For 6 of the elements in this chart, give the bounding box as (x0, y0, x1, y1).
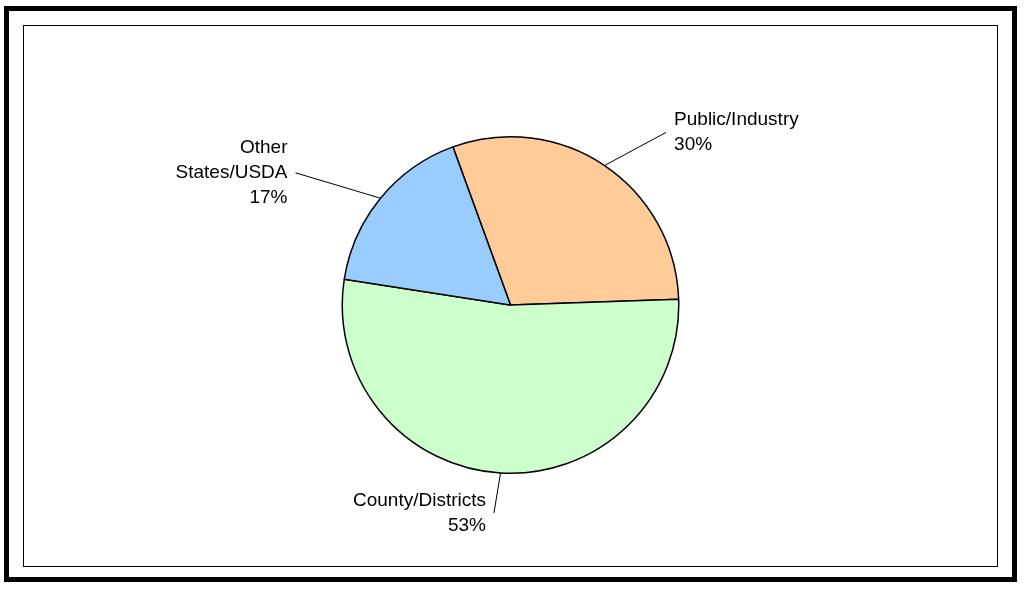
data-label: 30% (674, 133, 713, 155)
data-label: 53% (447, 513, 487, 535)
slice-label: County/Districts (352, 488, 486, 510)
slice-label: Public/Industry (674, 108, 800, 130)
data-label: 17% (249, 186, 288, 208)
slice-label: Other States/USDA (175, 136, 289, 183)
